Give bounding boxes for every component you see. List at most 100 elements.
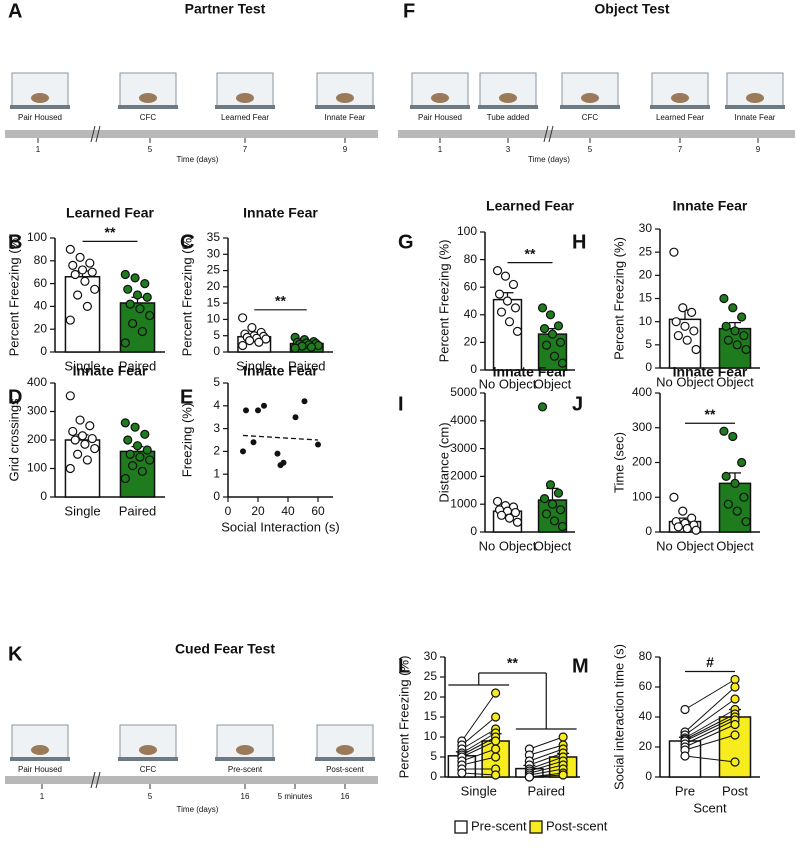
data-point (306, 342, 316, 352)
x-tick-label: Single (64, 358, 100, 373)
data-point (80, 276, 90, 286)
day-label: 1 (36, 145, 41, 154)
x-tick-label: 0 (225, 504, 232, 518)
y-tick-label: 2000 (450, 469, 477, 483)
data-point (491, 770, 501, 780)
data-point (719, 426, 729, 436)
x-tick-label: Single (236, 358, 272, 373)
x-axis-label: Social Interaction (s) (221, 519, 340, 534)
x-tick-label: 40 (281, 504, 295, 518)
data-point (537, 402, 548, 412)
y-tick-label: 2 (213, 444, 220, 458)
y-tick-label: 0 (40, 344, 47, 358)
data-point (669, 247, 679, 257)
pair-line (461, 716, 496, 746)
data-point (274, 450, 281, 457)
pair-line (461, 756, 496, 766)
y-tick-label: 40 (464, 307, 478, 321)
pair-line (529, 774, 564, 778)
y-tick-label: 10 (207, 312, 221, 326)
data-point (730, 674, 740, 685)
y-axis-label: Social interaction time (s) (611, 644, 626, 790)
pair-line (461, 736, 496, 756)
data-point (678, 506, 688, 516)
timeline-break (548, 125, 554, 143)
y-tick-label: 25 (639, 244, 653, 258)
timeline-break (95, 771, 101, 789)
significance: ** (705, 406, 716, 422)
y-tick-label: 200 (632, 455, 652, 469)
x-tick-label: No Object (656, 538, 714, 553)
y-tick-label: 0 (40, 489, 47, 503)
chart-title: Innate Fear (73, 363, 148, 379)
y-tick-label: 40 (34, 299, 48, 313)
data-point (545, 480, 556, 490)
data-point (90, 284, 100, 294)
cage-floor (315, 757, 375, 761)
y-tick-label: 20 (34, 321, 48, 335)
x-tick-label: Object (534, 538, 572, 553)
y-tick-label: 0 (645, 769, 652, 783)
y-tick-label: 400 (27, 375, 47, 389)
y-tick-label: 80 (464, 252, 478, 266)
y-axis-label: Percent Freezing (%) (6, 234, 21, 357)
y-tick-label: 300 (632, 420, 652, 434)
cage-floor (215, 105, 275, 109)
data-point (70, 269, 80, 280)
x-axis-label: Scent (693, 800, 727, 815)
pair-line (461, 728, 496, 750)
panel-letter: L (398, 655, 410, 677)
data-point (245, 336, 255, 346)
cage-floor (315, 105, 375, 109)
data-point (491, 736, 501, 746)
y-tick-label: 20 (464, 335, 478, 349)
stage-label: CFC (140, 765, 157, 774)
data-point (547, 499, 558, 509)
data-point (558, 770, 568, 780)
chart-title: Innate Fear (493, 364, 568, 380)
data-point (732, 340, 742, 350)
pair-line (684, 734, 736, 751)
data-point (132, 441, 143, 451)
stage-label: Tube added (487, 113, 529, 122)
data-point (678, 303, 688, 313)
day-label: 5 (588, 145, 593, 154)
panel-letter: A (8, 0, 22, 22)
data-point (82, 301, 92, 311)
legend-label: Pre-scent (471, 818, 527, 833)
y-axis-label: Distance (cm) (436, 422, 451, 502)
data-point (130, 422, 140, 432)
panel-letter: B (8, 231, 22, 253)
data-point (557, 358, 568, 368)
x-tick-label: Object (716, 374, 754, 389)
data-point (730, 730, 740, 740)
y-tick-label: 100 (27, 461, 47, 475)
panel-letter: D (8, 386, 22, 408)
stage-label: Learned Fear (221, 113, 269, 122)
data-point (739, 492, 749, 502)
mouse (236, 745, 254, 755)
data-point (730, 694, 740, 704)
data-point (723, 499, 733, 509)
chart-title: Learned Fear (486, 198, 574, 214)
y-tick-label: 60 (34, 276, 48, 290)
y-tick-label: 0 (213, 344, 220, 358)
data-point (250, 439, 257, 446)
data-point (255, 407, 261, 414)
data-point (680, 704, 690, 715)
data-point (730, 326, 740, 336)
chart-title: Learned Fear (66, 205, 154, 221)
data-point (547, 329, 558, 339)
mouse (336, 745, 354, 755)
y-tick-label: 200 (27, 432, 47, 446)
significance: ** (275, 293, 286, 309)
data-point (132, 290, 143, 300)
pair-line (529, 768, 564, 776)
data-point (87, 433, 97, 444)
data-point (135, 452, 145, 462)
pair-line (684, 679, 736, 710)
data-point (494, 289, 505, 299)
stage-label: Learned Fear (656, 113, 704, 122)
x-tick-label: Paired (288, 358, 326, 373)
